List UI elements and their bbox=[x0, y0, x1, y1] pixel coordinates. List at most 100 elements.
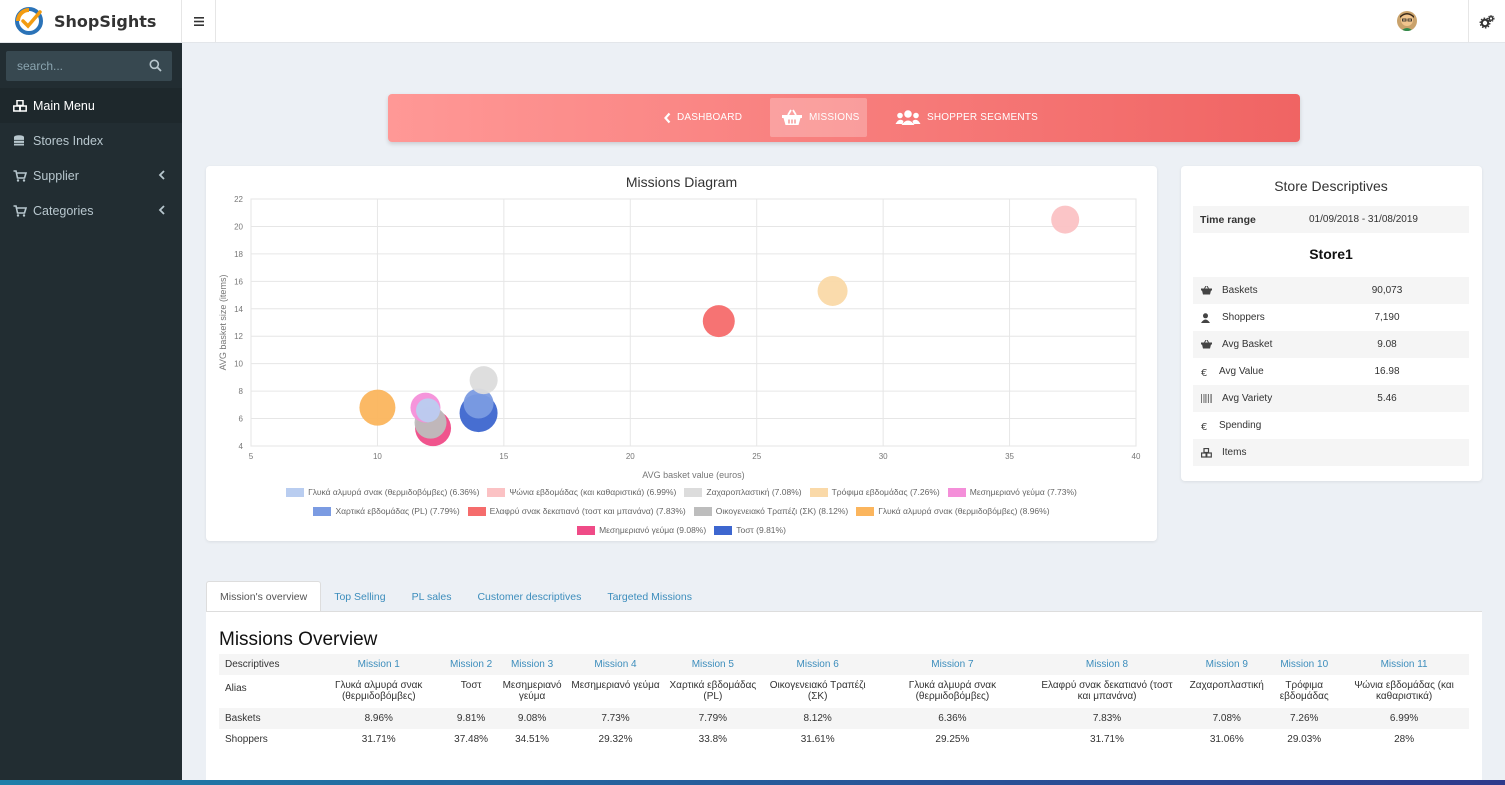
search-input[interactable] bbox=[6, 51, 142, 81]
store-metric-row: Baskets 90,073 bbox=[1193, 277, 1469, 304]
legend-label: Μεσημεριανό γεύμα (7.73%) bbox=[969, 487, 1077, 497]
tab-customer-descriptives[interactable]: Customer descriptives bbox=[477, 590, 582, 603]
table-cell: 6.99% bbox=[1389, 713, 1419, 724]
legend-item[interactable]: Γλυκά αλμυρά σνακ (θερμιδοβόμβες) (8.96%… bbox=[856, 503, 1050, 520]
bubble-point[interactable] bbox=[702, 305, 735, 338]
y-tick-label: 20 bbox=[234, 222, 243, 231]
sidebar-item-label: Categories bbox=[33, 203, 94, 218]
cogs-icon[interactable] bbox=[1479, 14, 1495, 30]
store-metric-row: Shoppers 7,190 bbox=[1193, 304, 1469, 331]
column-header-mission[interactable]: Mission 7 bbox=[931, 659, 974, 670]
sidebar-item-categories[interactable]: Categories bbox=[0, 193, 182, 228]
table-cell: 31.71% bbox=[1090, 734, 1124, 745]
table-cell: 8.96% bbox=[364, 713, 393, 724]
bubble-point[interactable] bbox=[463, 388, 494, 419]
x-tick-label: 15 bbox=[499, 452, 508, 461]
bubble-point[interactable] bbox=[1051, 205, 1080, 234]
legend-swatch bbox=[684, 488, 703, 497]
legend-swatch bbox=[467, 507, 486, 516]
legend-item[interactable]: Γλυκά αλμυρά σνακ (θερμιδοβόμβες) (6.36%… bbox=[286, 484, 479, 501]
table-cell: 31.06% bbox=[1209, 734, 1244, 745]
bubble-point[interactable] bbox=[817, 275, 848, 306]
user-icon bbox=[1201, 312, 1217, 323]
metric-label: Items bbox=[1222, 447, 1247, 458]
column-header-mission[interactable]: Mission 5 bbox=[691, 659, 734, 670]
column-header-mission[interactable]: Mission 8 bbox=[1085, 659, 1129, 670]
legend-label: Γλυκά αλμυρά σνακ (θερμιδοβόμβες) (6.36%… bbox=[308, 487, 480, 497]
sidebar: Main Menu Stores Index Supplier Categori… bbox=[0, 43, 182, 785]
basket-icon bbox=[1201, 286, 1217, 295]
chevron-left-icon bbox=[158, 205, 165, 215]
tab-targeted-missions[interactable]: Targeted Missions bbox=[607, 590, 692, 603]
legend-item[interactable]: Ζαχαροπλαστική (7.08%) bbox=[684, 484, 802, 501]
legend-item[interactable]: Χαρτικά εβδομάδας (PL) (7.79%) bbox=[313, 503, 460, 520]
tab-pl-sales[interactable]: PL sales bbox=[411, 590, 452, 603]
legend-item[interactable]: Οικογενειακό Τραπέζι (ΣΚ) (8.12%) bbox=[693, 503, 848, 520]
missions-overview-panel: Missions Overview Descriptives Mission 1 M… bbox=[206, 611, 1482, 785]
table-cell: Ελαφρύ σνακ δεκατιανό (τοστ και μπανάνα) bbox=[1041, 680, 1173, 702]
column-header-descriptives: Descriptives bbox=[225, 659, 280, 670]
sidebar-item-main-menu[interactable]: Main Menu bbox=[0, 88, 182, 123]
table-cell: 31.61% bbox=[800, 734, 835, 745]
legend-item[interactable]: Τοστ (9.81%) bbox=[714, 522, 786, 539]
table-cell: Οικογενειακό Τραπέζι (ΣΚ) bbox=[769, 680, 866, 702]
search-icon[interactable] bbox=[149, 59, 162, 72]
y-tick-label: 12 bbox=[234, 332, 243, 341]
column-header-mission[interactable]: Mission 1 bbox=[357, 659, 400, 670]
cart-icon bbox=[13, 169, 27, 182]
tab-label: SHOPPER SEGMENTS bbox=[927, 112, 1038, 123]
sidebar-item-stores-index[interactable]: Stores Index bbox=[0, 123, 182, 158]
metric-label: Spending bbox=[1219, 420, 1262, 431]
bubble-point[interactable] bbox=[469, 366, 498, 395]
tab-shopper-segments[interactable]: SHOPPER SEGMENTS bbox=[895, 98, 1038, 137]
legend-item[interactable]: Μεσημεριανό γεύμα (9.08%) bbox=[577, 522, 706, 539]
metric-value: 16.98 bbox=[1374, 366, 1400, 377]
table-cell: 28% bbox=[1394, 734, 1415, 745]
column-header-mission[interactable]: Mission 3 bbox=[510, 659, 554, 670]
table-row: Shoppers 31.71% 37.48% 34.51% 29.32% 33.8% 31.… bbox=[219, 729, 1469, 750]
brand-logo[interactable]: ShopSights bbox=[0, 0, 182, 42]
legend-label: Τρόφιμα εβδομάδας (7.26%) bbox=[831, 487, 940, 497]
table-cell: Γλυκά αλμυρά σνακ (θερμιδοβόμβες) bbox=[908, 680, 997, 702]
legend-label: Τοστ (9.81%) bbox=[736, 525, 786, 535]
sidebar-toggle-button[interactable] bbox=[182, 0, 216, 42]
bubble-point[interactable] bbox=[359, 389, 396, 426]
legend-item[interactable]: Μεσημεριανό γεύμα (7.73%) bbox=[947, 484, 1077, 501]
database-icon bbox=[14, 134, 24, 145]
user-avatar[interactable] bbox=[1397, 11, 1417, 31]
column-header-mission[interactable]: Mission 10 bbox=[1280, 659, 1329, 670]
metric-label: Avg Basket bbox=[1222, 339, 1273, 350]
legend-item[interactable]: Τρόφιμα εβδομάδας (7.26%) bbox=[809, 484, 940, 501]
tab-dashboard[interactable]: DASHBOARD bbox=[664, 98, 742, 137]
sidebar-item-supplier[interactable]: Supplier bbox=[0, 158, 182, 193]
store-name: Store1 bbox=[1309, 246, 1353, 262]
column-header-mission[interactable]: Mission 4 bbox=[594, 659, 637, 670]
bubble-point[interactable] bbox=[416, 398, 440, 423]
y-tick-label: 18 bbox=[234, 250, 243, 259]
table-cell: 37.48% bbox=[454, 734, 489, 745]
table-cell: 29.32% bbox=[598, 734, 633, 745]
tab-mission-s-overview[interactable]: Mission's overview bbox=[206, 581, 322, 612]
column-header-mission[interactable]: Mission 6 bbox=[796, 659, 839, 670]
legend-item[interactable]: Ψώνια εβδομάδας (και καθαριστικά) (6.99%… bbox=[487, 484, 676, 501]
legend-swatch bbox=[856, 507, 875, 516]
y-tick-label: 22 bbox=[234, 195, 243, 204]
table-cell: 7.79% bbox=[698, 713, 728, 724]
bars-icon bbox=[193, 16, 204, 26]
cart-icon bbox=[13, 204, 27, 217]
table-cell: 34.51% bbox=[515, 734, 550, 745]
user-avatar-icon bbox=[1397, 11, 1417, 31]
legend-swatch bbox=[286, 488, 305, 497]
tab-missions[interactable]: MISSIONS bbox=[770, 98, 867, 137]
legend-item[interactable]: Ελαφρύ σνακ δεκατιανό (τοστ και μπανάνα)… bbox=[467, 503, 686, 520]
header-divider bbox=[1468, 0, 1469, 42]
column-header-mission[interactable]: Mission 2 bbox=[449, 659, 493, 670]
x-tick-label: 25 bbox=[752, 452, 761, 461]
column-header-mission[interactable]: Mission 9 bbox=[1205, 659, 1248, 670]
y-tick-label: 14 bbox=[234, 305, 243, 314]
table-cell: Τοστ bbox=[460, 680, 482, 691]
table-cell: 7.26% bbox=[1290, 713, 1319, 724]
table-row: Alias Γλυκά αλμυρά σνακ (θερμιδοβόμβες) Το… bbox=[219, 675, 1469, 708]
column-header-mission[interactable]: Mission 11 bbox=[1380, 659, 1428, 670]
tab-top-selling[interactable]: Top Selling bbox=[334, 590, 386, 603]
